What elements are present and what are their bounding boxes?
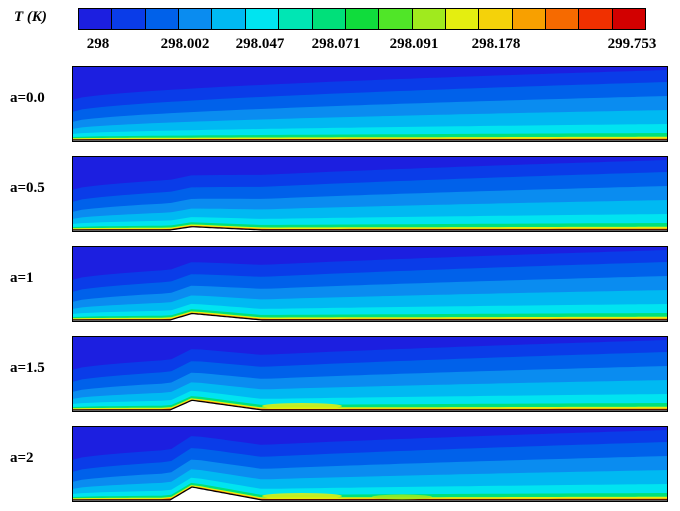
colorbar-swatch [445,9,480,29]
colorbar-swatch [345,9,380,29]
temperature-contour-panel [72,426,668,502]
colorbar-swatch [179,9,213,29]
panel-frame [72,336,668,412]
colorbar-swatch [512,9,547,29]
contour-plot [72,156,668,232]
wall-region [72,487,668,502]
colorbar-swatch [612,9,646,29]
panel-frame [72,246,668,322]
colorbar-swatch [145,9,180,29]
temperature-contour-panel [72,246,668,322]
colorbar-swatch [79,9,113,29]
wall-outline [72,226,668,231]
colorbar-tick-label: 298.071 [311,36,361,52]
contour-plot [72,426,668,502]
contour-plot [72,66,668,142]
case-label: a=0.5 [10,180,45,196]
colorbar-swatch [546,9,580,29]
panel-frame [72,426,668,502]
contour-plot [72,246,668,322]
wall-region [72,400,668,412]
case-label: a=2 [10,450,34,466]
colorbar-tick-label: 299.753 [607,36,657,52]
colorbar-tick-label: 298.091 [389,36,439,52]
colorbar-tick-label: 298 [86,36,110,52]
wall-outline [72,486,668,501]
colorbar-swatch [479,9,513,29]
contour-plot [72,336,668,412]
colorbar-swatch [379,9,413,29]
case-label: a=0.0 [10,90,45,106]
wall-outline [72,312,668,321]
colorbar-swatch [112,9,146,29]
colorbar-tick-label: 298.178 [471,36,521,52]
colorbar-swatch [279,9,313,29]
case-label: a=1.5 [10,360,45,376]
wall-outline [72,399,668,411]
hot-spot [372,494,432,500]
colorbar-swatch [212,9,246,29]
colorbar-swatch [245,9,280,29]
colorbar-swatch [412,9,446,29]
temperature-contour-panel [72,156,668,232]
temperature-contour-panel [72,336,668,412]
hot-spot [262,403,342,409]
colorbar-tick-label: 298.002 [160,36,210,52]
temperature-colorbar [78,8,646,30]
colorbar-swatch [579,9,613,29]
legend-title: T (K) [14,9,47,25]
colorbar-swatch [312,9,346,29]
temperature-contour-panel [72,66,668,142]
hot-spot [262,493,342,499]
panel-frame [72,66,668,142]
colorbar-tick-label: 298.047 [235,36,285,52]
case-label: a=1 [10,270,34,286]
wall-region [72,313,668,322]
panel-frame [72,156,668,232]
